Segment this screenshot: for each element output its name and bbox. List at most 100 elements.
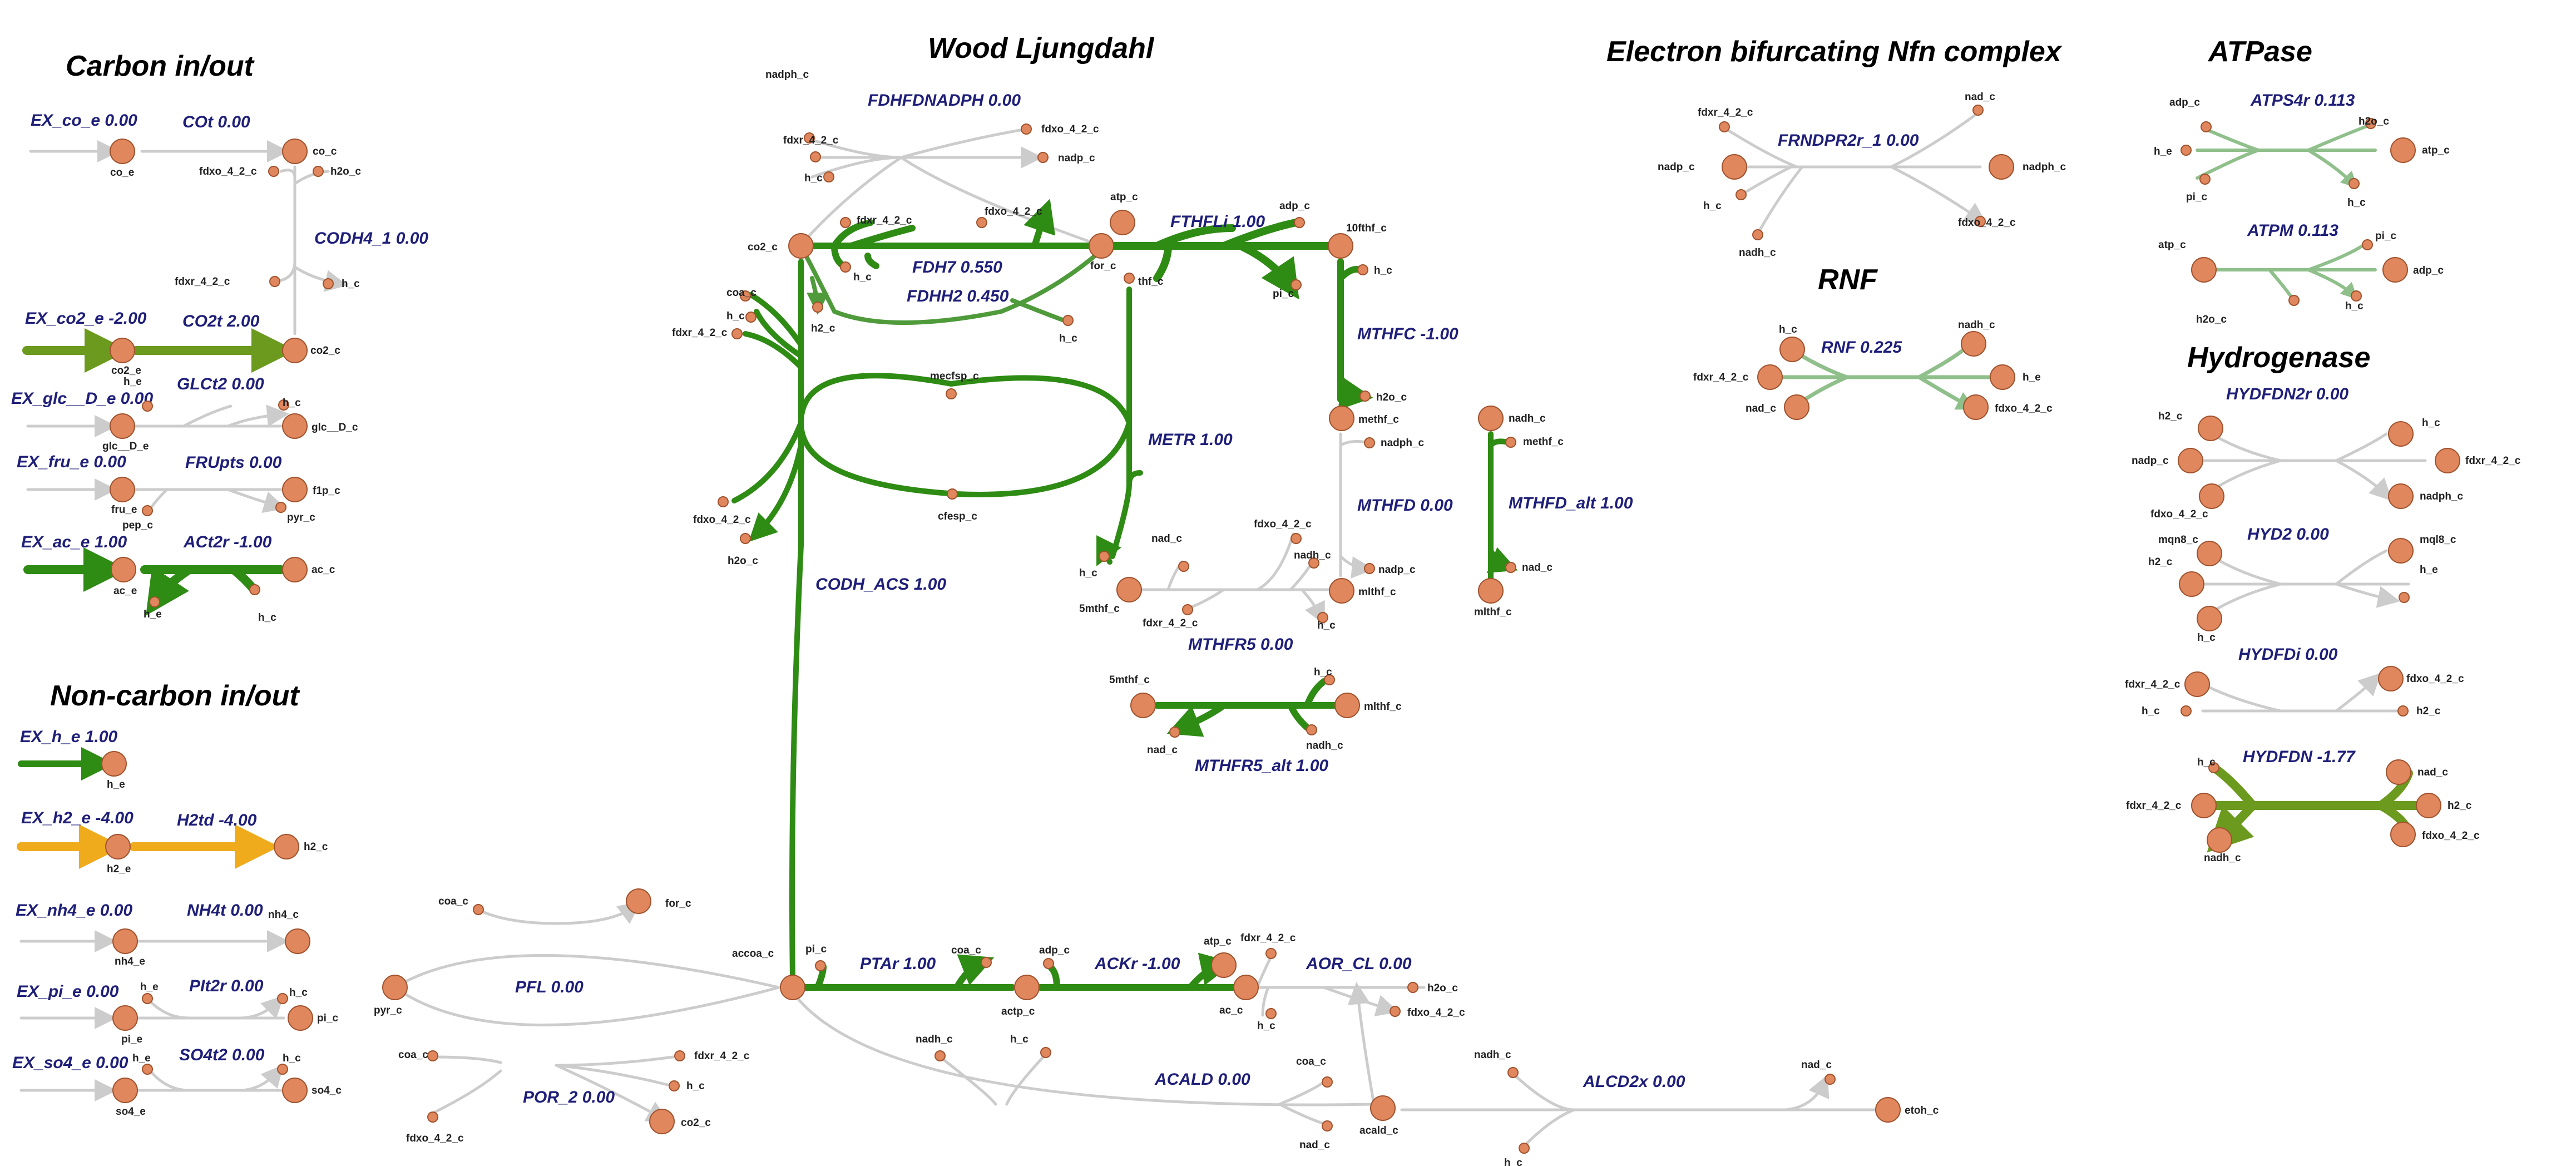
met-nadph-nfn[interactable] [1989, 154, 2014, 180]
met-fdxr-por[interactable] [674, 1050, 685, 1061]
met-mqn8-c[interactable] [2197, 541, 2222, 566]
met-coa-acald[interactable] [1322, 1076, 1333, 1088]
rxn-metr[interactable] [1101, 286, 1143, 562]
met-methf-alt[interactable] [1505, 437, 1516, 448]
met-h-fdh7[interactable] [840, 261, 851, 273]
met-atp-c-wl[interactable] [1110, 210, 1135, 235]
met-nadh-mthfr5[interactable] [1308, 557, 1319, 569]
met-adp-c-wl[interactable] [1294, 217, 1305, 228]
met-nadp-nfn[interactable] [1722, 154, 1747, 180]
rxn-so4t2[interactable] [135, 1071, 284, 1092]
met-h2o-atps4r[interactable] [2365, 118, 2376, 129]
met-adp-atps4r[interactable] [2201, 121, 2212, 132]
met-fdxo-top[interactable] [1021, 123, 1032, 135]
met-nadph-hydfdn2r[interactable] [2388, 483, 2414, 509]
met-h-nfn[interactable] [1736, 189, 1747, 200]
rxn-label-pfl[interactable]: PFL 0.00 [515, 978, 584, 996]
met-h-e-glc[interactable] [142, 401, 153, 412]
met-nad-alcd[interactable] [1825, 1074, 1836, 1085]
rxn-fdh7[interactable] [798, 211, 1105, 270]
met-fdxo-fdh7[interactable] [976, 217, 987, 228]
met-nad-mthfr5[interactable] [1178, 561, 1189, 572]
rxn-label-codh4[interactable]: CODH4_1 0.00 [314, 229, 428, 248]
met-nad-nfn[interactable] [1972, 105, 1984, 116]
met-h2-fdhh2[interactable] [812, 302, 823, 313]
met-h-alcd[interactable] [1519, 1143, 1530, 1154]
rxn-label-mthfr5[interactable]: MTHFR5 0.00 [1188, 635, 1293, 654]
met-co2-c-wl[interactable] [788, 233, 814, 259]
rxn-label-atpm[interactable]: ATPM 0.113 [2247, 221, 2338, 240]
rxn-label-codh-acs[interactable]: CODH_ACS 1.00 [815, 575, 946, 594]
met-nad-hydfdn[interactable] [2386, 759, 2411, 785]
rxn-label-atps4r[interactable]: ATPS4r 0.113 [2250, 91, 2355, 110]
met-h-c-glc[interactable] [278, 399, 289, 411]
met-fdxo-rnf[interactable] [1963, 394, 1989, 420]
rxn-label-ex-co2[interactable]: EX_co2_e -2.00 [25, 309, 147, 328]
rxn-act2r[interactable] [145, 565, 285, 601]
met-h-metr[interactable] [1099, 551, 1110, 562]
met-fru-e[interactable] [110, 477, 135, 502]
met-pi-atpm[interactable] [2362, 239, 2373, 250]
rxn-hydfdi[interactable] [2201, 679, 2399, 713]
rxn-label-mthfc[interactable]: MTHFC -1.00 [1357, 325, 1458, 343]
met-fdxo-hydfdi[interactable] [2378, 666, 2404, 691]
met-for-c-pfl[interactable] [626, 888, 651, 914]
met-h-e[interactable] [101, 751, 127, 777]
met-h-fdhh2[interactable] [1062, 315, 1074, 326]
met-h-top[interactable] [823, 171, 834, 182]
rxn-label-ex-h[interactable]: EX_h_e 1.00 [20, 728, 117, 746]
met-h-e-atps4r[interactable] [2181, 145, 2192, 156]
met-h2-e[interactable] [105, 834, 131, 859]
met-h2-hydfdn[interactable] [2416, 793, 2441, 818]
rxn-por2[interactable] [393, 986, 780, 1118]
rxn-pit2r[interactable] [135, 1001, 284, 1020]
rxn-label-rnf[interactable]: RNF 0.225 [1821, 338, 1902, 357]
met-coa-ptar[interactable] [981, 957, 992, 968]
rxn-label-mthfr5-alt[interactable]: MTHFR5_alt 1.00 [1195, 757, 1328, 775]
rxn-label-ex-pi[interactable]: EX_pi_e 0.00 [17, 982, 119, 1001]
met-co2-por[interactable] [649, 1109, 675, 1134]
met-mlthf-mthfr5alt[interactable] [1334, 693, 1360, 718]
met-atp-atps4r[interactable] [2390, 137, 2416, 163]
met-nadh-hydfdn[interactable] [2207, 827, 2232, 853]
met-nadph-top[interactable] [804, 132, 815, 144]
met-nad-mthfr5alt[interactable] [1169, 727, 1180, 738]
met-h2-hydfdn2r[interactable] [2198, 416, 2223, 441]
met-5mthf-c[interactable] [1116, 577, 1142, 602]
met-fdxo-por[interactable] [427, 1111, 438, 1123]
met-h-por[interactable] [669, 1080, 680, 1091]
rxn-label-hydfdi[interactable]: HYDFDi 0.00 [2238, 645, 2338, 664]
met-coa-por[interactable] [427, 1050, 438, 1061]
rxn-label-frndpr[interactable]: FRNDPR2r_1 0.00 [1778, 131, 1919, 150]
met-h2o-aor[interactable] [1407, 982, 1418, 993]
met-coa-pfl[interactable] [473, 904, 484, 915]
met-h2o-wl[interactable] [740, 533, 751, 544]
met-h2o-atpm[interactable] [2288, 295, 2300, 306]
met-h2o-mthfc[interactable] [1359, 391, 1371, 402]
rxn-fthfli[interactable] [1103, 219, 1339, 286]
met-so4-c[interactable] [282, 1078, 308, 1103]
met-5mthf-alt[interactable] [1130, 693, 1156, 718]
rxn-hydfdn[interactable] [2214, 763, 2424, 840]
met-thf-c[interactable] [1124, 273, 1135, 284]
met-h-atps4r[interactable] [2348, 178, 2360, 189]
rxn-frndpr[interactable] [1723, 110, 1980, 234]
met-co-e[interactable] [110, 139, 135, 164]
met-fdxr-hydfdi[interactable] [2184, 671, 2210, 697]
met-h-hydfdn[interactable] [2208, 762, 2219, 773]
met-fdxr-fdh7[interactable] [840, 217, 851, 228]
rxn-pfl[interactable] [393, 907, 780, 989]
met-h-hydfdi[interactable] [2181, 705, 2192, 717]
rxn-label-hydfdn[interactable]: HYDFDN -1.77 [2243, 748, 2356, 766]
met-fdxo-carbon[interactable] [268, 166, 279, 177]
met-h-10fthf[interactable] [1357, 264, 1368, 275]
met-nadh-nfn[interactable] [1752, 229, 1763, 240]
met-h-e-pi[interactable] [142, 993, 153, 1004]
met-nadp-mthfd[interactable] [1364, 563, 1375, 574]
met-ac-c[interactable] [282, 557, 308, 582]
met-fdxo-mthfr5[interactable] [1291, 533, 1302, 544]
rxn-label-glct2[interactable]: GLCt2 0.00 [177, 375, 264, 393]
met-h-e-rnf[interactable] [1990, 364, 2015, 390]
met-fdxr-top[interactable] [810, 151, 821, 162]
met-h-acald[interactable] [1040, 1047, 1051, 1058]
